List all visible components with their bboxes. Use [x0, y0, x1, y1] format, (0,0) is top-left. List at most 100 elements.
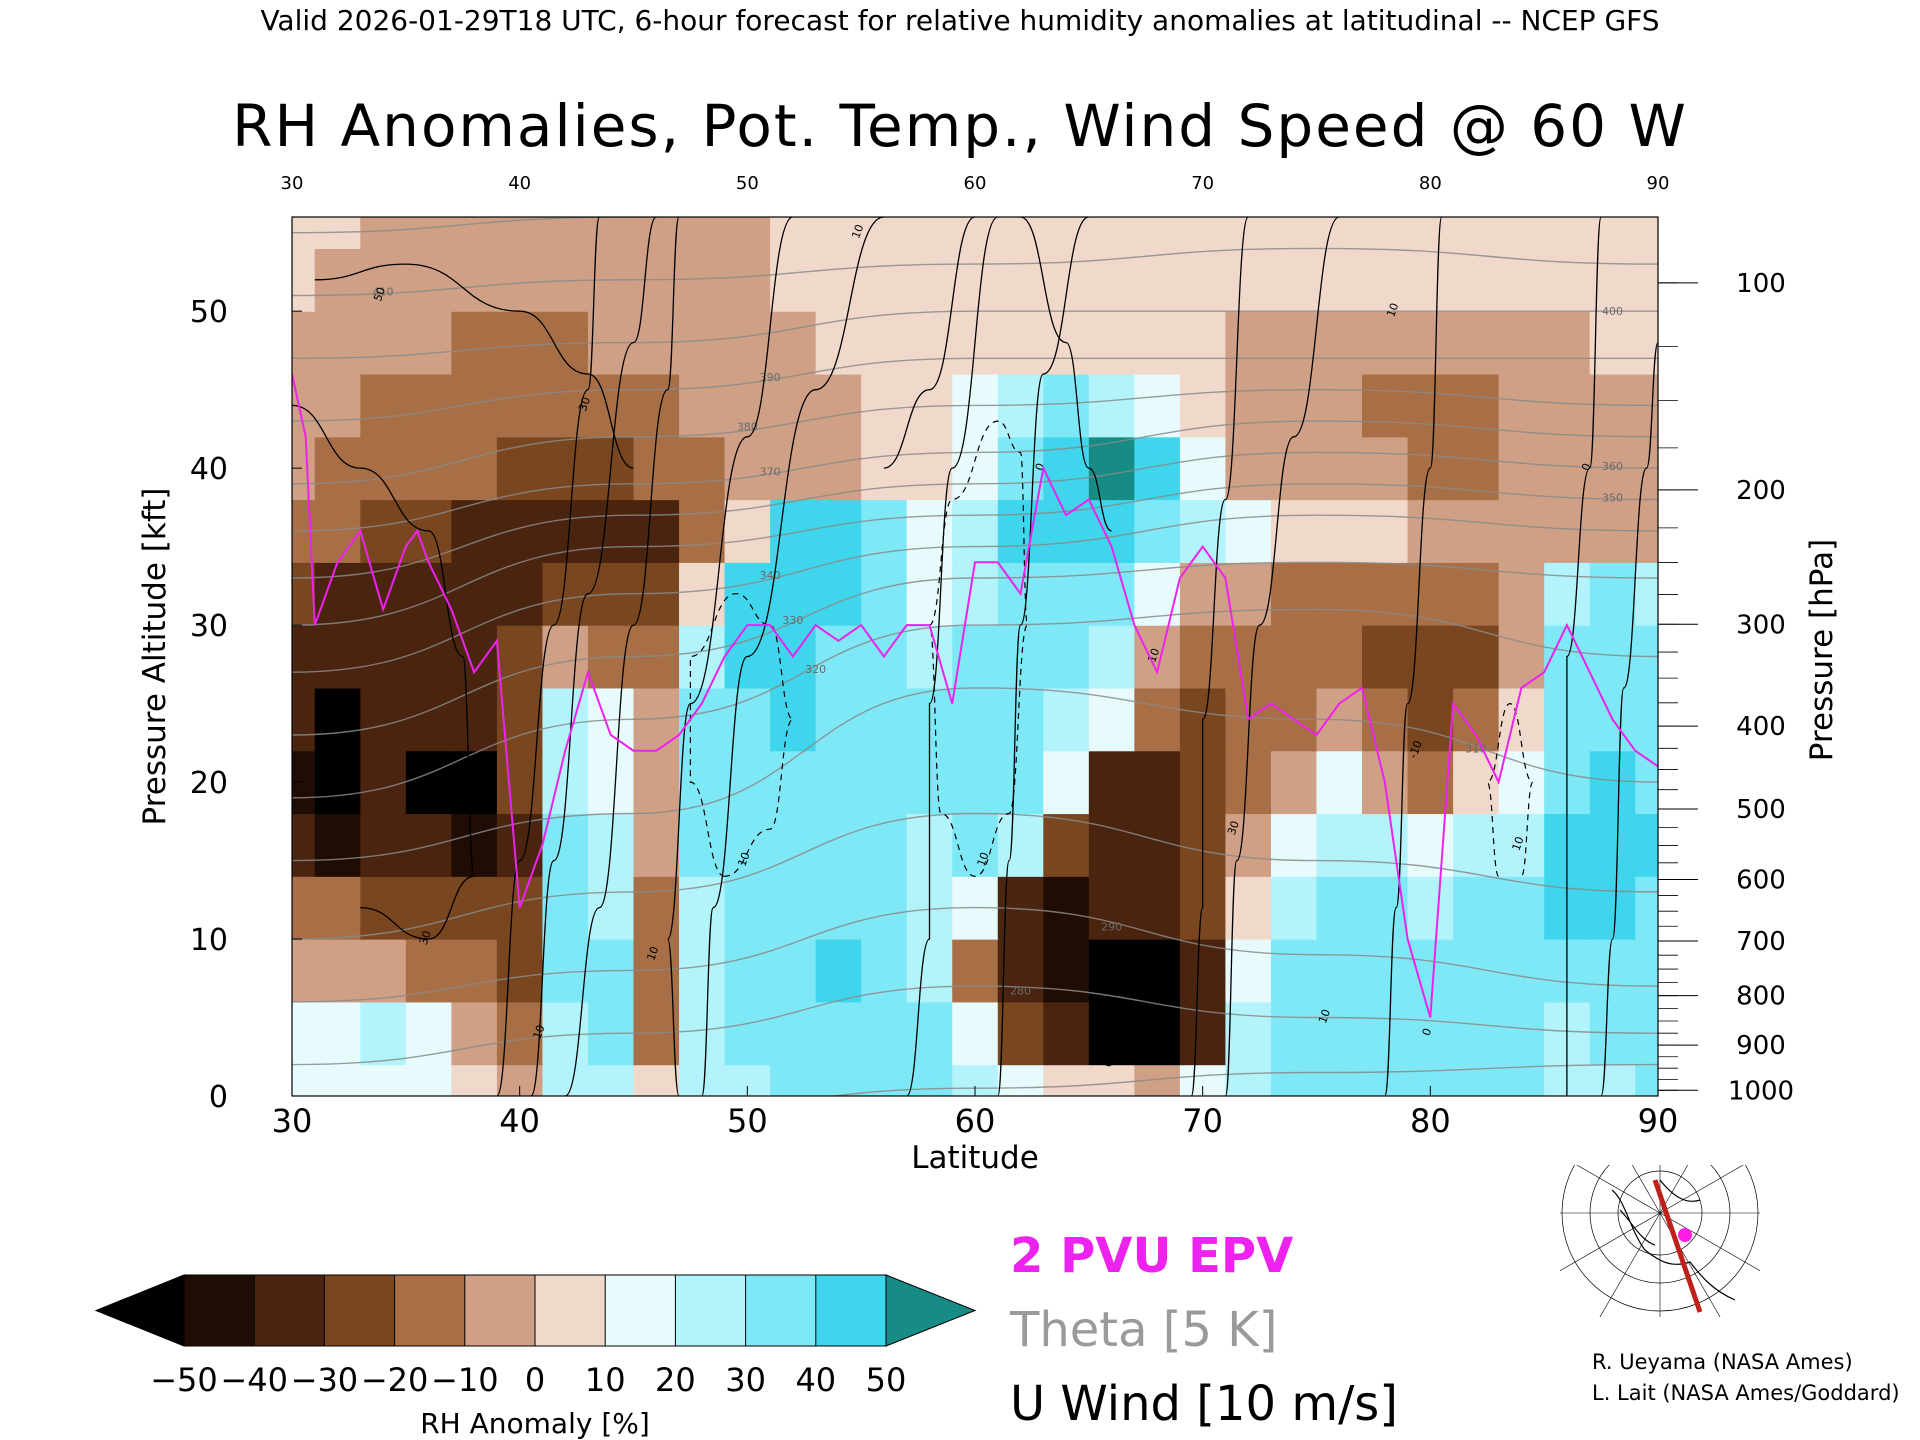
top-tick-label: 40 — [508, 173, 531, 194]
rh-cell — [861, 750, 908, 815]
rh-cell — [542, 876, 589, 940]
rh-cell — [1362, 499, 1409, 563]
rh-cell — [1316, 499, 1363, 563]
rh-cell — [360, 311, 407, 375]
rh-cell — [679, 436, 726, 501]
rh-cell — [1088, 1064, 1135, 1096]
rh-cell — [906, 311, 953, 375]
rh-cell — [1635, 217, 1658, 249]
u-wind-contour-label: 10 — [849, 223, 866, 241]
rh-cell — [724, 687, 771, 752]
pressure-tick-label: 1000 — [1728, 1076, 1794, 1106]
rh-cell — [1316, 217, 1363, 249]
rh-cell — [451, 436, 498, 501]
colorbar-tick-label: 30 — [725, 1361, 766, 1399]
meridian-line — [1576, 1165, 1661, 1214]
rh-cell — [679, 813, 726, 877]
rh-cell — [1498, 499, 1545, 563]
rh-cell — [724, 562, 771, 626]
rh-cell — [314, 625, 361, 689]
rh-cell — [587, 1064, 635, 1096]
rh-cell — [1043, 813, 1090, 877]
rh-cell — [770, 750, 817, 815]
rh-cell — [405, 217, 452, 249]
rh-cell — [952, 1001, 999, 1066]
rh-cell — [314, 876, 361, 940]
rh-cell — [360, 499, 407, 563]
u-wind-contour-label: 10 — [644, 945, 661, 963]
rh-cell — [724, 813, 771, 877]
rh-cell — [861, 499, 908, 563]
rh-cell — [451, 1064, 498, 1096]
x-axis-title: Latitude — [911, 1140, 1039, 1176]
rh-cell — [1407, 939, 1454, 1003]
rh-cell — [451, 750, 498, 815]
rh-cell — [633, 750, 680, 815]
rh-cell — [1179, 625, 1227, 689]
rh-cell — [1270, 1001, 1318, 1066]
rh-cell — [1270, 813, 1318, 877]
rh-cell — [587, 876, 635, 940]
colorbar-bin — [815, 1274, 887, 1347]
rh-cell — [679, 876, 726, 940]
inset-map-graticule — [1560, 1165, 1760, 1317]
rh-cell — [1134, 217, 1181, 249]
colorbar-bin — [183, 1274, 256, 1347]
rh-cell — [542, 1064, 589, 1096]
rh-cell — [496, 373, 544, 438]
rh-cell — [1316, 625, 1363, 689]
rh-cell — [1453, 311, 1500, 375]
rh-cell — [770, 248, 817, 312]
theta-contour — [292, 687, 1658, 862]
rh-cell — [587, 373, 635, 438]
rh-cell — [1498, 373, 1545, 438]
rh-cell — [405, 248, 452, 312]
rh-cell — [952, 562, 999, 626]
header-valid-time: Valid 2026-01-29T18 UTC, 6-hour forecast… — [260, 4, 1660, 37]
rh-cell — [1316, 436, 1363, 501]
rh-cell — [1179, 311, 1227, 375]
rh-cell — [1043, 750, 1090, 815]
rh-cell — [861, 311, 908, 375]
rh-cell — [1589, 939, 1636, 1003]
colorbar-under-arrow — [94, 1274, 185, 1347]
rh-cell — [770, 1064, 817, 1096]
rh-cell — [451, 813, 498, 877]
colorbar-tick-label: −10 — [431, 1361, 499, 1399]
rh-cell — [1088, 750, 1135, 815]
rh-cell — [906, 217, 953, 249]
top-tick-label: 90 — [1647, 173, 1670, 194]
rh-cell — [1225, 625, 1272, 689]
rh-cell — [861, 248, 908, 312]
y-tick-label-left: 40 — [190, 452, 228, 487]
rh-cell — [496, 311, 544, 375]
rh-cell — [405, 939, 452, 1003]
theta-contour-label: 280 — [1010, 984, 1031, 997]
rh-cell — [952, 436, 999, 501]
rh-cell — [997, 813, 1044, 877]
theta-contour — [292, 483, 1658, 626]
legend-wind: U Wind [10 m/s] — [1010, 1376, 1398, 1432]
top-tick-label: 80 — [1419, 173, 1442, 194]
rh-cell — [496, 939, 544, 1003]
rh-cell — [815, 562, 862, 626]
rh-cell — [360, 248, 407, 312]
x-tick-label: 70 — [1182, 1102, 1223, 1140]
rh-cell — [542, 436, 589, 501]
rh-cell — [314, 1001, 361, 1066]
rh-cell — [861, 876, 908, 940]
rh-cell — [1362, 217, 1409, 249]
rh-cell — [1270, 625, 1318, 689]
theta-contour — [292, 420, 1658, 532]
theta-contour-label: 390 — [760, 371, 781, 384]
rh-cell — [405, 687, 452, 752]
rh-cell — [770, 939, 817, 1003]
rh-cell — [360, 687, 407, 752]
rh-cell — [1362, 939, 1409, 1003]
theta-contour — [292, 388, 1658, 485]
rh-cell — [1043, 876, 1090, 940]
rh-cell — [1362, 248, 1409, 312]
rh-cell — [1179, 939, 1227, 1003]
colorbar-bin — [464, 1274, 536, 1347]
rh-cell — [1270, 876, 1318, 940]
